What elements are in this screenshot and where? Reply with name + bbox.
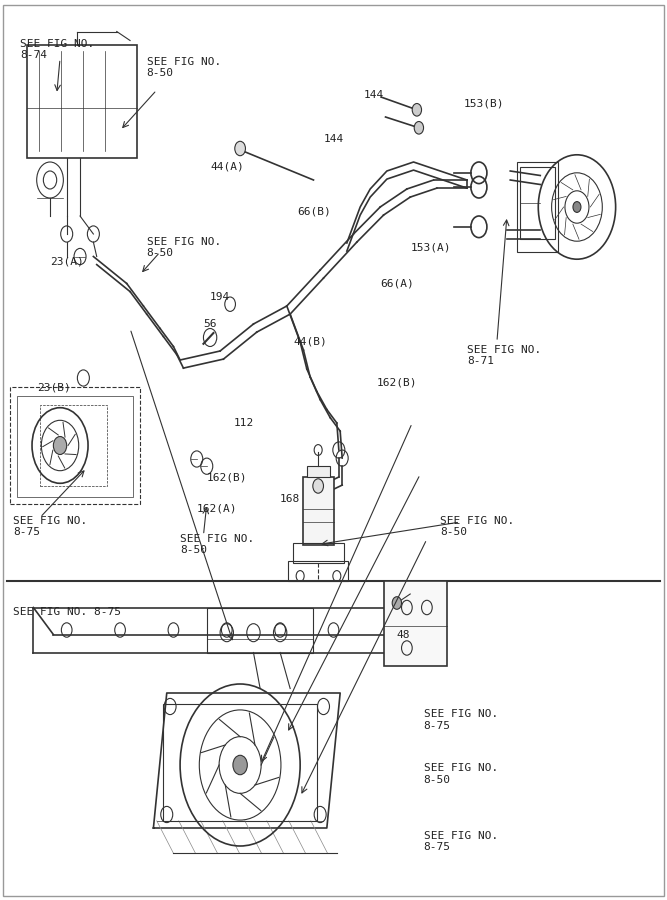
Text: SEE FIG NO.
8-75: SEE FIG NO. 8-75 [424, 831, 498, 852]
Text: 162(A): 162(A) [197, 503, 237, 514]
Bar [303, 477, 334, 544]
Bar [307, 466, 330, 477]
Bar [384, 580, 447, 666]
Text: 66(B): 66(B) [297, 206, 331, 217]
Text: 153(A): 153(A) [410, 242, 451, 253]
Text: SEE FIG NO.
8-50: SEE FIG NO. 8-50 [180, 534, 254, 555]
Text: 162(B): 162(B) [207, 472, 247, 482]
Circle shape [313, 479, 323, 493]
Text: 44(A): 44(A) [210, 161, 244, 172]
Circle shape [392, 597, 402, 609]
Bar [293, 543, 344, 562]
Text: 162(B): 162(B) [377, 377, 418, 388]
Text: 194: 194 [210, 292, 230, 302]
Bar [163, 704, 317, 821]
Text: 144: 144 [323, 134, 344, 145]
Text: 66(A): 66(A) [380, 278, 414, 289]
Text: SEE FIG NO.
8-71: SEE FIG NO. 8-71 [467, 345, 541, 366]
Text: 112: 112 [233, 418, 253, 428]
Bar [288, 561, 348, 581]
Text: SEE FIG NO.
8-50: SEE FIG NO. 8-50 [147, 57, 221, 78]
Circle shape [573, 202, 581, 212]
Circle shape [233, 755, 247, 775]
Circle shape [414, 122, 424, 134]
Text: SEE FIG NO.
8-75: SEE FIG NO. 8-75 [13, 516, 87, 537]
Circle shape [235, 141, 245, 156]
Text: SEE FIG NO. 8-75: SEE FIG NO. 8-75 [13, 607, 121, 617]
Bar [40, 405, 107, 486]
Bar [27, 45, 137, 158]
Bar [10, 387, 140, 504]
Text: SEE FIG NO.
8-50: SEE FIG NO. 8-50 [440, 516, 514, 537]
Text: SEE FIG NO.
8-75: SEE FIG NO. 8-75 [424, 709, 498, 731]
Text: 23(B): 23(B) [37, 382, 71, 392]
Text: SEE FIG NO.
8-74: SEE FIG NO. 8-74 [20, 39, 94, 60]
Bar [207, 608, 313, 652]
Circle shape [53, 436, 67, 454]
Bar [517, 162, 558, 252]
Bar [520, 166, 555, 238]
Text: 44(B): 44(B) [293, 337, 327, 347]
Bar [17, 396, 133, 497]
Text: 48: 48 [397, 629, 410, 640]
Circle shape [412, 104, 422, 116]
Text: SEE FIG NO.
8-50: SEE FIG NO. 8-50 [424, 763, 498, 785]
Text: 23(A): 23(A) [50, 256, 84, 266]
Text: 56: 56 [203, 319, 217, 329]
Text: 168: 168 [280, 494, 300, 505]
Text: 144: 144 [364, 89, 384, 100]
Text: 153(B): 153(B) [464, 98, 504, 109]
Text: SEE FIG NO.
8-50: SEE FIG NO. 8-50 [147, 237, 221, 258]
